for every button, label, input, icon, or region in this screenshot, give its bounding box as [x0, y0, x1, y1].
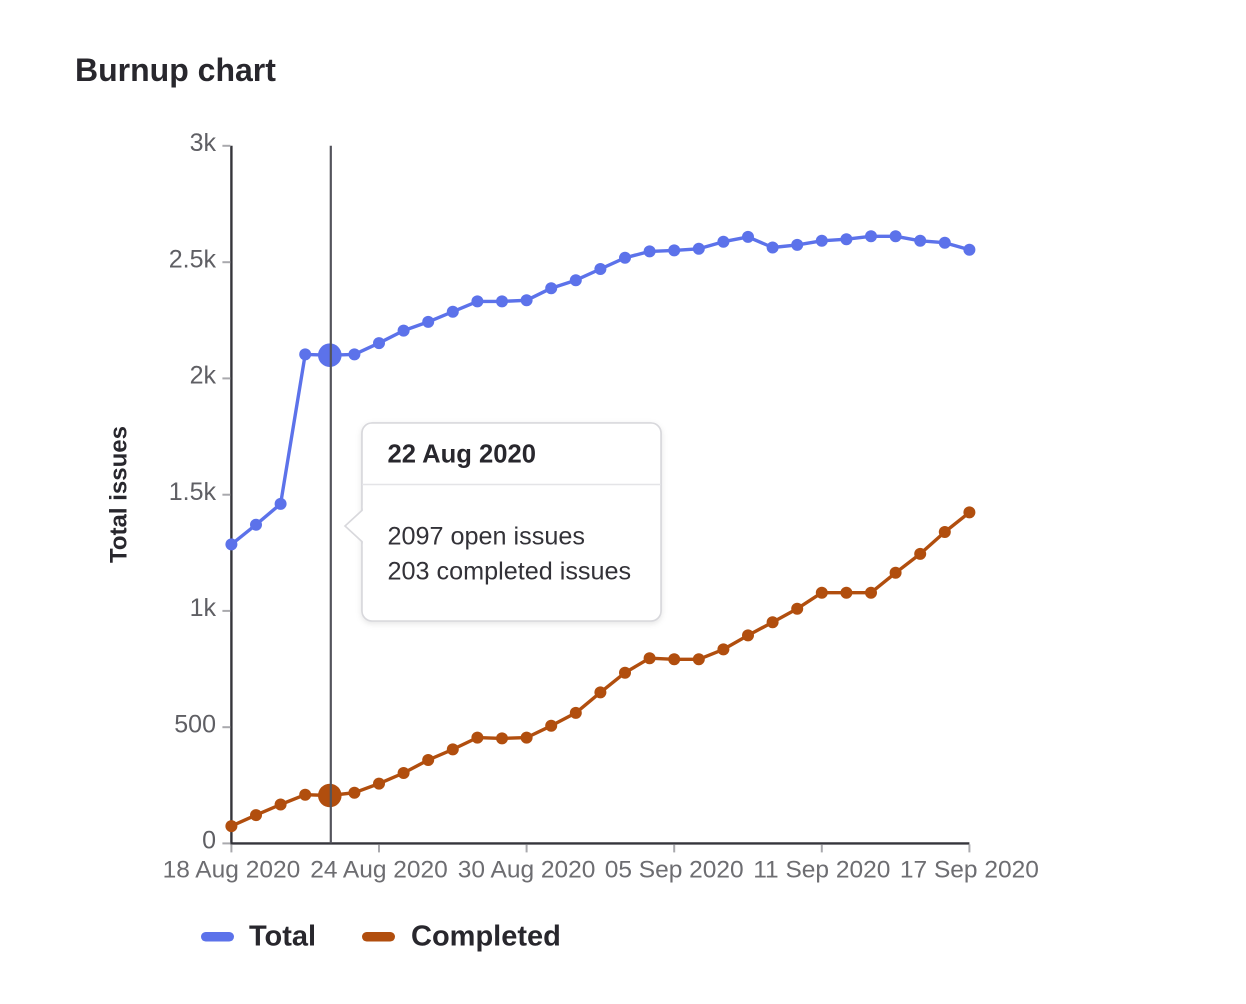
svg-text:Total: Total	[249, 921, 316, 953]
svg-text:Completed: Completed	[411, 921, 561, 953]
svg-text:Burnup chart: Burnup chart	[75, 52, 276, 88]
svg-text:203 completed issues: 203 completed issues	[388, 558, 632, 586]
svg-text:2k: 2k	[190, 362, 217, 390]
svg-text:30 Aug 2020: 30 Aug 2020	[458, 857, 596, 884]
svg-text:3k: 3k	[190, 129, 217, 157]
svg-text:18 Aug 2020: 18 Aug 2020	[163, 857, 301, 884]
svg-text:22 Aug 2020: 22 Aug 2020	[388, 441, 536, 469]
svg-text:2.5k: 2.5k	[169, 246, 217, 274]
svg-text:500: 500	[174, 711, 216, 739]
svg-text:0: 0	[202, 827, 216, 855]
svg-text:1k: 1k	[190, 594, 217, 622]
svg-text:11 Sep 2020: 11 Sep 2020	[753, 857, 890, 884]
svg-text:24 Aug 2020: 24 Aug 2020	[310, 857, 448, 884]
svg-text:17 Sep 2020: 17 Sep 2020	[900, 857, 1039, 884]
svg-text:2097 open issues: 2097 open issues	[388, 523, 585, 551]
svg-text:1.5k: 1.5k	[169, 478, 217, 506]
svg-text:05 Sep 2020: 05 Sep 2020	[605, 857, 744, 884]
svg-text:Total issues: Total issues	[106, 426, 133, 563]
